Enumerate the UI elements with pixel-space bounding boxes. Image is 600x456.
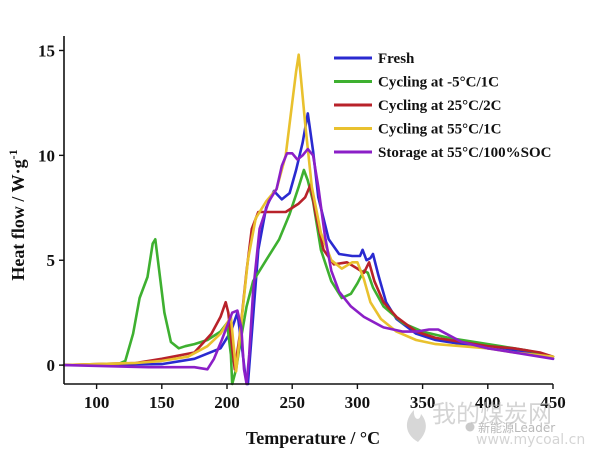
- y-axis-title-main: Heat flow / W·g: [8, 159, 28, 280]
- ticks: 100 150 200 250 300 350 400 450 0 5 10 15: [38, 41, 566, 412]
- legend-label-0: Fresh: [378, 51, 415, 67]
- legend-label-1: Cycling at -5°C/1C: [378, 75, 499, 91]
- series-line-2: [62, 183, 555, 371]
- y-tick-label: 5: [47, 251, 56, 270]
- x-tick-label: 200: [214, 393, 240, 412]
- y-tick-label: 15: [38, 41, 55, 60]
- x-tick-label: 400: [475, 393, 501, 412]
- series-line-1: [62, 168, 555, 386]
- wechat-icon: [465, 422, 475, 432]
- watermark-url: www.mycoal.cn: [476, 432, 585, 448]
- y-tick-label: 10: [38, 146, 55, 165]
- watermark: 我的煤炭网 新能源Leader www.mycoal.cn: [406, 400, 585, 448]
- axes: [63, 36, 553, 385]
- watermark-brand: 我的煤炭网: [432, 400, 552, 428]
- x-tick-label: 150: [149, 393, 175, 412]
- legend-label-4: Storage at 55°C/100%SOC: [378, 145, 552, 161]
- y-axis-title: Heat flow / W·g-1: [6, 149, 28, 280]
- flame-logo-icon: [406, 410, 426, 442]
- x-tick-label: 100: [84, 393, 110, 412]
- x-tick-label: 250: [279, 393, 305, 412]
- legend-label-2: Cycling at 25°C/2C: [378, 98, 502, 114]
- y-axis-title-superscript: -1: [6, 149, 20, 159]
- x-tick-label: 300: [345, 393, 371, 412]
- x-axis-title: Temperature / °C: [246, 428, 380, 448]
- legend: Fresh Cycling at -5°C/1C Cycling at 25°C/2…: [334, 51, 552, 161]
- x-tick-label: 350: [410, 393, 436, 412]
- y-tick-label: 0: [47, 356, 56, 375]
- watermark-wechat: 新能源Leader: [478, 420, 555, 435]
- x-tick-label: 450: [540, 393, 566, 412]
- legend-label-3: Cycling at 55°C/1C: [378, 122, 502, 138]
- series-line-4: [62, 147, 555, 386]
- curves: [62, 53, 555, 386]
